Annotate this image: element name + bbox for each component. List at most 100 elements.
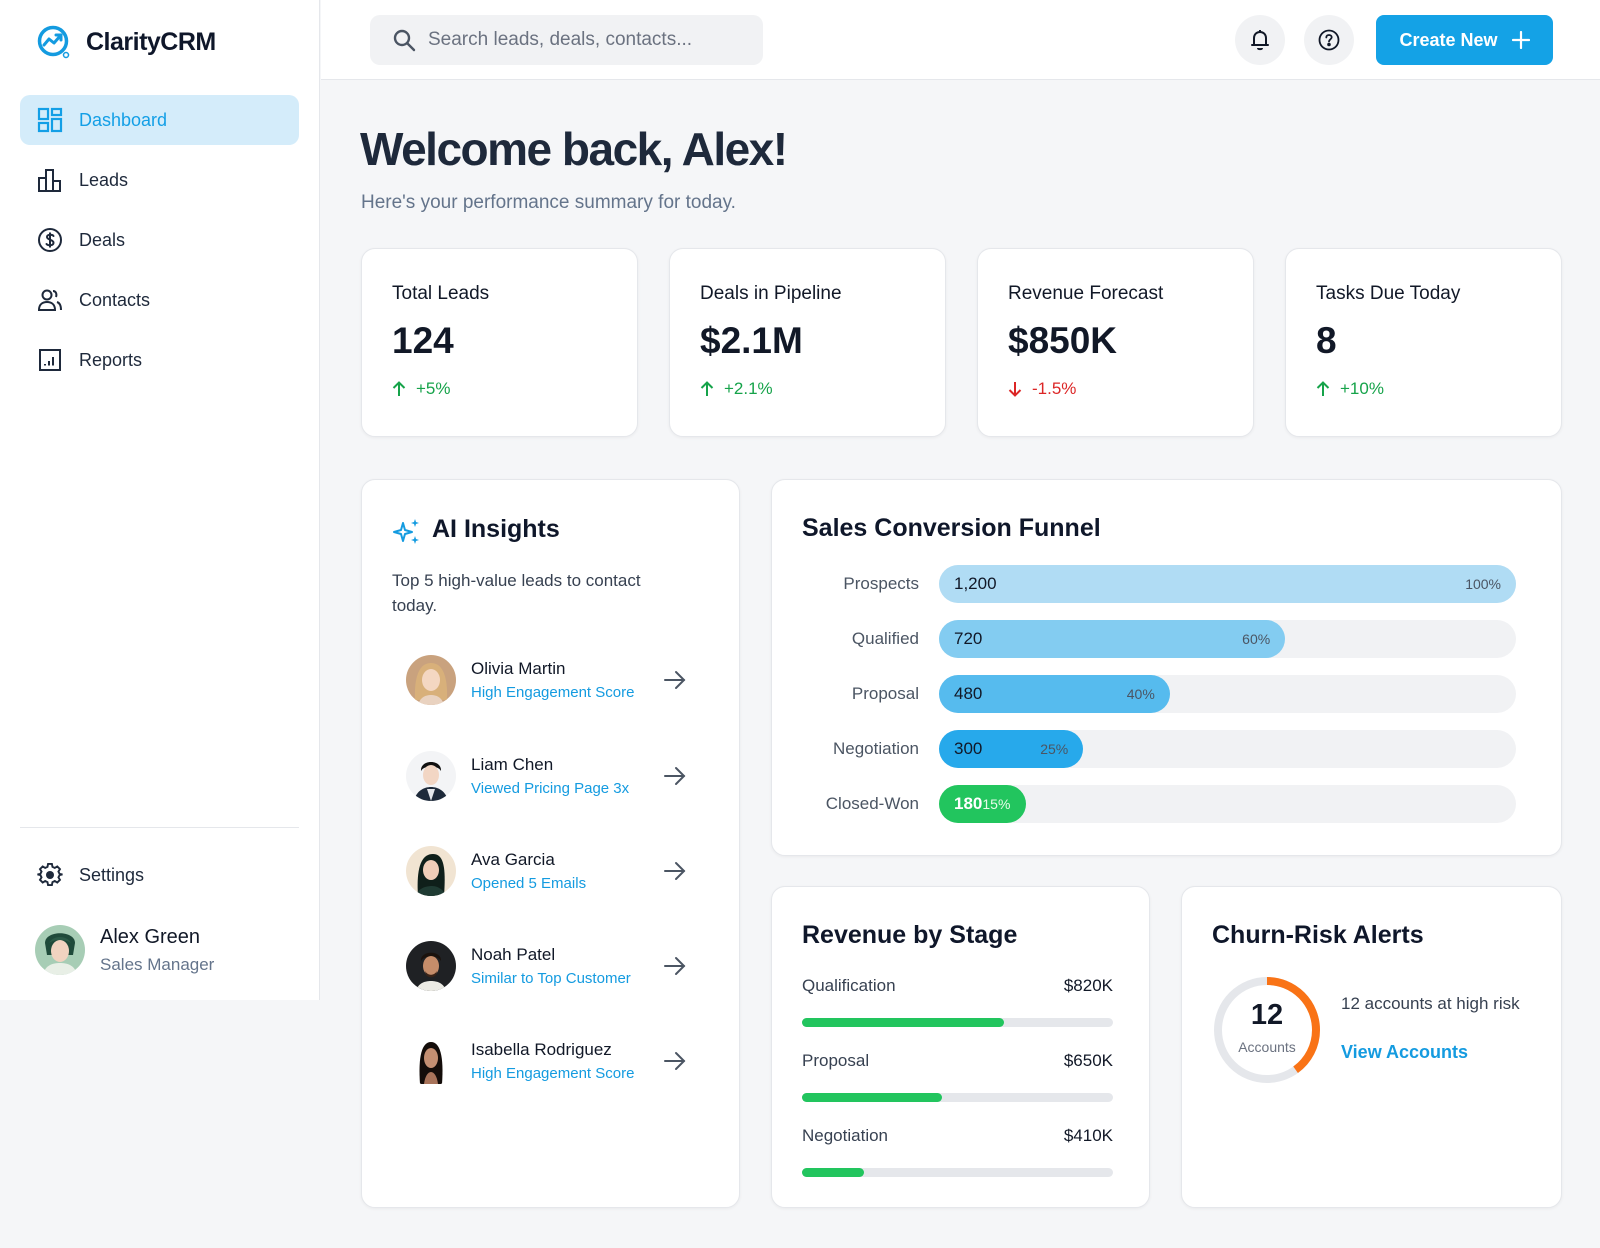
plus-icon — [1511, 31, 1530, 49]
funnel-label: Proposal — [851, 684, 919, 703]
ai-insights-description: Top 5 high-value leads to contact today. — [392, 571, 641, 615]
view-accounts-link[interactable]: View Accounts — [1341, 1042, 1469, 1062]
churn-description: 12 accounts at high risk — [1341, 994, 1520, 1013]
stat-label: Deals in Pipeline — [700, 283, 842, 304]
brand[interactable]: ClarityCRM — [36, 24, 216, 60]
stat-label: Revenue Forecast — [1008, 283, 1164, 304]
create-new-button[interactable]: Create New — [1376, 15, 1553, 65]
sidebar-item-label: Contacts — [79, 289, 151, 310]
lead-avatar — [406, 846, 456, 896]
stat-label: Total Leads — [392, 283, 490, 304]
revenue-track — [802, 1018, 1113, 1027]
user-profile[interactable]: Alex Green Sales Manager — [35, 925, 214, 975]
funnel-label: Closed-Won — [825, 794, 919, 813]
sidebar-settings: Settings — [20, 850, 299, 910]
sidebar-item-contacts[interactable]: Contacts — [20, 275, 299, 325]
lead-item[interactable]: Ava Garcia Opened 5 Emails — [406, 846, 688, 896]
revenue-title: Revenue by Stage — [802, 921, 1018, 949]
users-icon — [37, 289, 62, 311]
sidebar-item-label: Leads — [79, 169, 129, 190]
sidebar: ClarityCRM Dashboard Leads Deals — [0, 0, 320, 1000]
search-box[interactable] — [370, 15, 763, 65]
funnel-bar[interactable]: 480 40% — [939, 675, 1170, 713]
bar-chart-icon — [38, 169, 61, 192]
funnel-bar[interactable]: 300 25% — [939, 730, 1084, 768]
sidebar-nav: Dashboard Leads Deals Contacts — [20, 95, 299, 395]
stat-value: 124 — [392, 320, 454, 361]
notifications-button[interactable] — [1235, 15, 1285, 65]
help-button[interactable] — [1304, 15, 1354, 65]
lead-item[interactable]: Noah Patel Similar to Top Customer — [406, 941, 688, 991]
lead-item[interactable]: Olivia Martin High Engagement Score — [406, 655, 688, 705]
revenue-fill — [802, 1018, 1005, 1027]
sidebar-divider — [20, 827, 299, 828]
sidebar-item-dashboard[interactable]: Dashboard — [20, 95, 299, 145]
arrow-right-icon[interactable] — [662, 763, 688, 789]
sidebar-item-deals[interactable]: Deals — [20, 215, 299, 265]
dashboard-icon — [37, 107, 63, 133]
revenue-stage: Qualification — [802, 976, 896, 995]
lead-name: Ava Garcia — [471, 850, 555, 869]
lead-reason: Similar to Top Customer — [471, 970, 631, 987]
revenue-row-proposal: Proposal $650K — [802, 1051, 1113, 1102]
arrow-right-icon[interactable] — [662, 1048, 688, 1074]
stat-delta: +2.1% — [700, 379, 773, 399]
lead-item[interactable]: Liam Chen Viewed Pricing Page 3x — [406, 751, 688, 801]
funnel-label: Qualified — [851, 629, 919, 648]
revenue-stage: Proposal — [802, 1051, 870, 1070]
stat-card-deals-pipeline[interactable]: Deals in Pipeline $2.1M +2.1% — [669, 248, 946, 437]
ai-insights-card: AI Insights Top 5 high-value leads to co… — [361, 479, 740, 1208]
dollar-circle-icon — [38, 228, 62, 252]
funnel-bar[interactable]: 180 15% — [939, 785, 1026, 823]
revenue-track — [802, 1093, 1113, 1102]
arrow-right-icon[interactable] — [662, 667, 688, 693]
funnel-row-closed-won: Closed-Won 180 15% — [802, 785, 1516, 823]
avatar — [35, 925, 85, 975]
revenue-fill — [802, 1168, 865, 1177]
gear-icon — [37, 862, 63, 887]
churn-caption: Accounts — [1238, 1039, 1296, 1055]
sidebar-item-settings[interactable]: Settings — [20, 850, 299, 900]
stat-label: Tasks Due Today — [1316, 283, 1461, 304]
revenue-amount: $410K — [1063, 1126, 1113, 1145]
lead-reason: Viewed Pricing Page 3x — [471, 780, 630, 797]
churn-donut: 12 Accounts — [1212, 975, 1322, 1085]
lead-item[interactable]: Isabella Rodriguez High Engagement Score — [406, 1036, 688, 1086]
sidebar-item-reports[interactable]: Reports — [20, 335, 299, 385]
revenue-row-negotiation: Negotiation $410K — [802, 1126, 1113, 1177]
lead-name: Liam Chen — [471, 755, 554, 774]
stat-delta: +10% — [1316, 379, 1384, 399]
funnel-bar[interactable]: 720 60% — [939, 620, 1286, 658]
revenue-amount: $820K — [1063, 976, 1113, 995]
sidebar-item-label: Settings — [79, 864, 145, 885]
sidebar-item-label: Deals — [79, 229, 126, 250]
bell-icon — [1251, 30, 1269, 51]
lead-avatar — [406, 751, 456, 801]
churn-count: 12 — [1250, 999, 1284, 1031]
page-title: Welcome back, Alex! — [360, 123, 788, 175]
stat-card-tasks-due[interactable]: Tasks Due Today 8 +10% — [1285, 248, 1562, 437]
sidebar-item-leads[interactable]: Leads — [20, 155, 299, 205]
arrow-up-icon — [392, 381, 406, 396]
stat-card-total-leads[interactable]: Total Leads 124 +5% — [361, 248, 638, 437]
arrow-right-icon[interactable] — [662, 858, 688, 884]
lead-avatar — [406, 941, 456, 991]
sidebar-item-label: Reports — [79, 349, 143, 370]
lead-avatar — [406, 655, 456, 705]
arrow-up-icon — [1316, 381, 1330, 396]
funnel-track: 480 40% — [939, 675, 1516, 713]
lead-reason: High Engagement Score — [471, 684, 635, 701]
lead-name: Isabella Rodriguez — [471, 1040, 612, 1059]
search-input[interactable] — [428, 29, 748, 51]
arrow-right-icon[interactable] — [662, 953, 688, 979]
stat-card-revenue-forecast[interactable]: Revenue Forecast $850K -1.5% — [977, 248, 1254, 437]
topbar: Create New — [321, 0, 1600, 80]
create-new-label: Create New — [1399, 29, 1498, 50]
funnel-track: 720 60% — [939, 620, 1516, 658]
funnel-bar[interactable]: 1,200 100% — [939, 565, 1516, 603]
stat-value: $850K — [1008, 320, 1118, 361]
revenue-amount: $650K — [1063, 1051, 1113, 1070]
revenue-fill — [802, 1093, 942, 1102]
stat-delta: -1.5% — [1008, 379, 1076, 399]
churn-title: Churn-Risk Alerts — [1212, 921, 1424, 949]
